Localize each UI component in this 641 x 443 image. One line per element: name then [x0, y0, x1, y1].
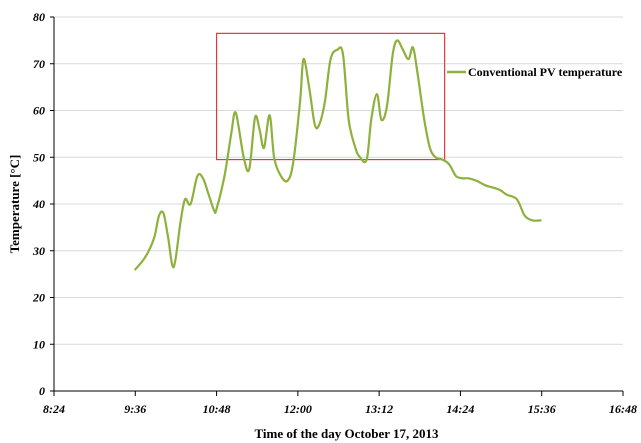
- series-line-conventional-pv-temperature: [134, 39, 542, 271]
- x-tick-label-13-12: 13:12: [365, 402, 393, 416]
- y-tick-label-0: 0: [39, 384, 45, 398]
- y-tick-label-80: 80: [33, 10, 45, 24]
- x-tick-label-16-48: 16:48: [609, 402, 637, 416]
- y-tick-label-10: 10: [33, 337, 45, 351]
- y-tick-labels: 0 10 20 30 40 50 60 70 80: [32, 10, 54, 398]
- legend-label: Conventional PV temperature: [468, 65, 623, 79]
- x-tick-label-14-24: 14:24: [446, 402, 474, 416]
- x-tick-label-10-48: 10:48: [203, 402, 231, 416]
- y-tick-label-30: 30: [32, 244, 45, 258]
- x-tick-label-9-36: 9:36: [124, 402, 146, 416]
- highlight-box: [215, 32, 446, 161]
- x-tick-labels: 8:24 9:36 10:48 12:00 13:12 14:24 15:36 16:48: [43, 391, 637, 416]
- x-tick-label-15-36: 15:36: [528, 402, 556, 416]
- y-tick-label-40: 40: [32, 197, 45, 211]
- y-tick-label-50: 50: [33, 150, 45, 164]
- y-tick-label-60: 60: [33, 104, 45, 118]
- x-axis-title: Time of the day October 17, 2013: [254, 426, 439, 441]
- x-tick-label-8-24: 8:24: [43, 402, 65, 416]
- y-axis-title: Temperature [°C]: [7, 155, 22, 254]
- y-tick-label-70: 70: [33, 57, 45, 71]
- legend: Conventional PV temperature: [447, 65, 623, 79]
- x-tick-label-12-00: 12:00: [284, 402, 312, 416]
- y-tick-label-20: 20: [32, 291, 45, 305]
